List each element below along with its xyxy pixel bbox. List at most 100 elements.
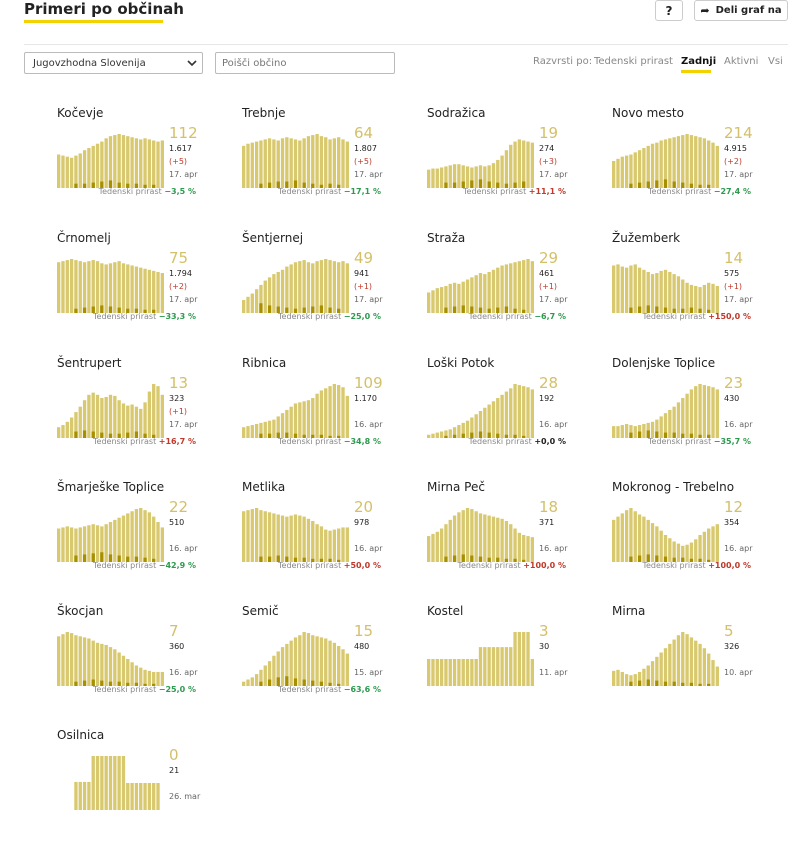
sparkline-bar bbox=[650, 421, 655, 438]
sparkline-chart bbox=[57, 384, 164, 438]
municipality-card[interactable]: Mokronog - Trebelno 12 354 16. apr Tedenski … bbox=[612, 480, 802, 600]
sparkline-daily-bar bbox=[672, 432, 676, 438]
sparkline-bar bbox=[633, 152, 637, 188]
sparkline-bar bbox=[332, 261, 337, 313]
municipality-card[interactable]: Žužemberk 14 575 (+1) 17. apr Tedenski priras… bbox=[612, 231, 802, 351]
sparkline-daily-bar bbox=[707, 309, 711, 313]
sparkline-bar bbox=[513, 262, 517, 313]
municipality-card[interactable]: Osilnica 0 21 26. mar bbox=[57, 728, 247, 848]
municipality-card[interactable]: Loški Potok 28 192 16. apr Tedenski prirast … bbox=[427, 356, 617, 476]
sparkline-bar bbox=[642, 148, 646, 188]
sort-option-all[interactable]: Vsi bbox=[768, 56, 783, 67]
sparkline-bar bbox=[61, 634, 65, 686]
sparkline-bar bbox=[263, 139, 267, 188]
sparkline-bar bbox=[57, 262, 61, 313]
region-select[interactable]: Jugovzhodna Slovenija bbox=[24, 52, 203, 74]
sparkline-bar bbox=[289, 406, 293, 438]
sparkline-bar bbox=[126, 659, 130, 686]
sparkline-bar bbox=[280, 269, 285, 313]
sparkline-bar bbox=[332, 642, 337, 686]
sparkline-bar bbox=[452, 659, 457, 686]
sparkline-bar bbox=[267, 138, 272, 188]
municipality-card[interactable]: Straža 29 461 (+1) 17. apr Tedenski prirast −… bbox=[427, 231, 617, 351]
municipality-card[interactable]: Sodražica 19 274 (+3) 17. apr Tedenski priras… bbox=[427, 106, 617, 226]
sparkline-bar bbox=[298, 402, 302, 438]
sparkline-bar bbox=[121, 655, 126, 686]
sparkline-bar bbox=[483, 166, 487, 188]
total-cases-value: 4.915 bbox=[724, 144, 747, 153]
weekly-growth-label: Tedenski prirast bbox=[93, 685, 159, 694]
sparkline-daily-bar bbox=[74, 308, 78, 313]
sparkline-bar bbox=[513, 141, 517, 188]
sparkline-daily-bar bbox=[328, 435, 332, 438]
sort-option-weekly[interactable]: Tedenski prirast bbox=[594, 56, 673, 67]
sparkline-bar bbox=[65, 421, 69, 438]
sparkline-daily-bar bbox=[293, 308, 298, 313]
sparkline-bar bbox=[461, 165, 465, 188]
sparkline-bar bbox=[113, 135, 117, 188]
municipality-card[interactable]: Semič 15 480 15. apr Tedenski prirast −63,6 … bbox=[242, 604, 432, 724]
sparkline-bar bbox=[500, 155, 504, 188]
sparkline-bar bbox=[435, 168, 439, 188]
sparkline-daily-bar bbox=[504, 434, 509, 438]
weekly-growth-label: Tedenski prirast bbox=[93, 437, 159, 446]
municipality-card[interactable]: Mirna 5 326 10. apr bbox=[612, 604, 802, 724]
sparkline-bar bbox=[345, 527, 349, 562]
sparkline-bar bbox=[139, 408, 143, 438]
sparkline-daily-bar bbox=[108, 681, 113, 686]
sparkline-bar bbox=[530, 389, 534, 438]
sparkline-bar bbox=[659, 416, 663, 438]
municipality-card[interactable]: Metlika 20 978 16. apr Tedenski prirast +50,… bbox=[242, 480, 432, 600]
sparkline-bar bbox=[452, 164, 457, 188]
sparkline-bar bbox=[315, 393, 319, 438]
sparkline-bar bbox=[246, 296, 250, 313]
search-input[interactable] bbox=[215, 52, 395, 74]
municipality-card[interactable]: Šmarješke Toplice 22 510 16. apr Tedenski pr… bbox=[57, 480, 247, 600]
sparkline-bar bbox=[267, 661, 272, 686]
municipality-card[interactable]: Kočevje 112 1.617 (+5) 17. apr Tedenski prira… bbox=[57, 106, 247, 226]
active-cases-value: 15 bbox=[354, 622, 374, 640]
sparkline-bar bbox=[250, 677, 254, 686]
sparkline-bar bbox=[676, 402, 681, 438]
help-button[interactable]: ? bbox=[655, 0, 683, 21]
sparkline-bar bbox=[156, 522, 160, 562]
sparkline-daily-bar bbox=[259, 183, 263, 188]
active-cases-value: 64 bbox=[354, 124, 374, 142]
active-cases-value: 18 bbox=[539, 498, 559, 516]
municipality-card[interactable]: Novo mesto 214 4.915 (+2) 17. apr Tedenski pr… bbox=[612, 106, 802, 226]
sparkline-chart bbox=[242, 632, 349, 686]
total-cases-value: 354 bbox=[724, 518, 740, 527]
municipality-card[interactable]: Škocjan 7 360 16. apr Tedenski prirast −25,0… bbox=[57, 604, 247, 724]
sort-option-active[interactable]: Aktivni bbox=[724, 56, 759, 67]
sparkline-bar bbox=[139, 139, 143, 188]
total-cases-value: 1.807 bbox=[354, 144, 377, 153]
municipality-card[interactable]: Trebnje 64 1.807 (+5) 17. apr Tedenski priras… bbox=[242, 106, 432, 226]
sparkline-chart bbox=[242, 384, 349, 438]
sparkline-bar bbox=[650, 143, 655, 188]
municipality-card[interactable]: Šentrupert 13 323 (+1) 17. apr Tedenski prira… bbox=[57, 356, 247, 476]
municipality-card[interactable]: Mirna Peč 18 371 16. apr Tedenski prirast +1… bbox=[427, 480, 617, 600]
municipality-card[interactable]: Ribnica 109 1.170 16. apr Tedenski prirast −… bbox=[242, 356, 432, 476]
municipality-card[interactable]: Črnomelj 75 1.794 (+2) 17. apr Tedenski prira… bbox=[57, 231, 247, 351]
sparkline-daily-bar bbox=[267, 679, 272, 686]
sparkline-daily-bar bbox=[126, 556, 130, 562]
sparkline-bar bbox=[522, 632, 526, 686]
sparkline-bar bbox=[95, 261, 100, 313]
weekly-growth-label: Tedenski prirast bbox=[463, 187, 529, 196]
sparkline-bar bbox=[500, 647, 504, 686]
municipality-card[interactable]: Dolenjske Toplice 23 430 16. apr Tedenski pr… bbox=[612, 356, 802, 476]
sparkline-bar bbox=[694, 640, 698, 686]
municipality-card[interactable]: Šentjernej 49 941 (+1) 17. apr Tedenski prira… bbox=[242, 231, 432, 351]
sparkline-bar bbox=[82, 262, 87, 313]
municipality-card[interactable]: Kostel 3 30 11. apr bbox=[427, 604, 617, 724]
sparkline-daily-bar bbox=[522, 559, 526, 562]
sparkline-bar bbox=[87, 394, 91, 438]
sparkline-daily-bar bbox=[337, 683, 341, 686]
last-update-date: 11. apr bbox=[539, 668, 568, 677]
share-button[interactable]: ➦ Deli graf na bbox=[694, 0, 788, 21]
sparkline-daily-bar bbox=[681, 308, 685, 313]
daily-change: (+2) bbox=[169, 282, 188, 291]
sort-option-latest[interactable]: Zadnji bbox=[681, 56, 717, 67]
sparkline-daily-bar bbox=[629, 307, 633, 313]
sparkline-bar bbox=[624, 674, 629, 686]
